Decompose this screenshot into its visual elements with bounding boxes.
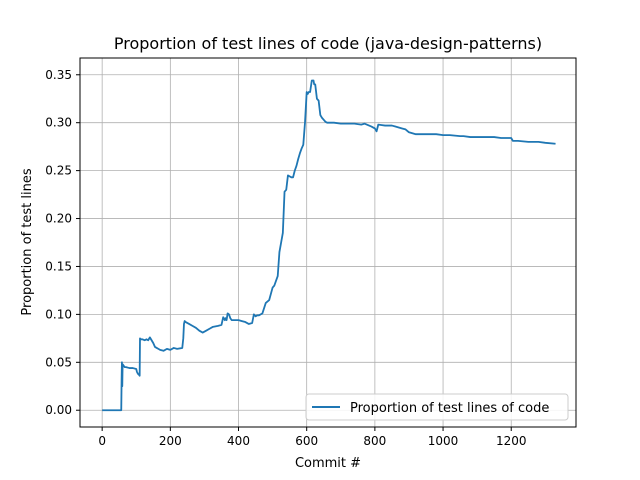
y-tick-label: 0.10 [45,307,72,321]
x-tick-label: 600 [295,434,318,448]
plot-frame [79,57,577,428]
legend-label: Proportion of test lines of code [350,401,549,416]
x-tick-label: 200 [159,434,182,448]
y-tick-label: 0.20 [45,212,72,226]
x-tick-label: 1200 [496,434,527,448]
legend-box [305,393,569,421]
x-axis: 0 200 400 600 800 1000 1200 [98,427,527,448]
series-line [102,79,556,412]
legend: Proportion of test lines of code [305,393,569,421]
y-tick-label: 0.30 [45,116,72,130]
series-layer [102,79,556,412]
chart-title: Proportion of test lines of code (java-d… [114,34,542,53]
x-tick-label: 1000 [428,434,459,448]
y-axis-label: Proportion of test lines [20,168,35,315]
y-tick-label: 0.05 [45,355,72,369]
x-axis-label: Commit # [295,456,361,471]
x-tick-label: 800 [363,434,386,448]
y-tick-label: 0.00 [45,403,72,417]
y-tick-label: 0.25 [45,164,72,178]
y-axis: 0.00 0.05 0.10 0.15 0.20 0.25 0.30 0.35 [45,68,80,417]
y-tick-label: 0.15 [45,259,72,273]
x-tick-label: 0 [98,434,106,448]
y-tick-label: 0.35 [45,68,72,82]
x-tick-label: 400 [227,434,250,448]
